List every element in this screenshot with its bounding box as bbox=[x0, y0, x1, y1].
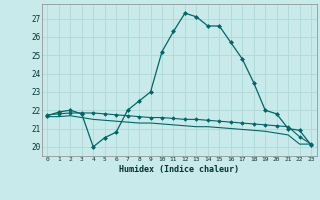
X-axis label: Humidex (Indice chaleur): Humidex (Indice chaleur) bbox=[119, 165, 239, 174]
